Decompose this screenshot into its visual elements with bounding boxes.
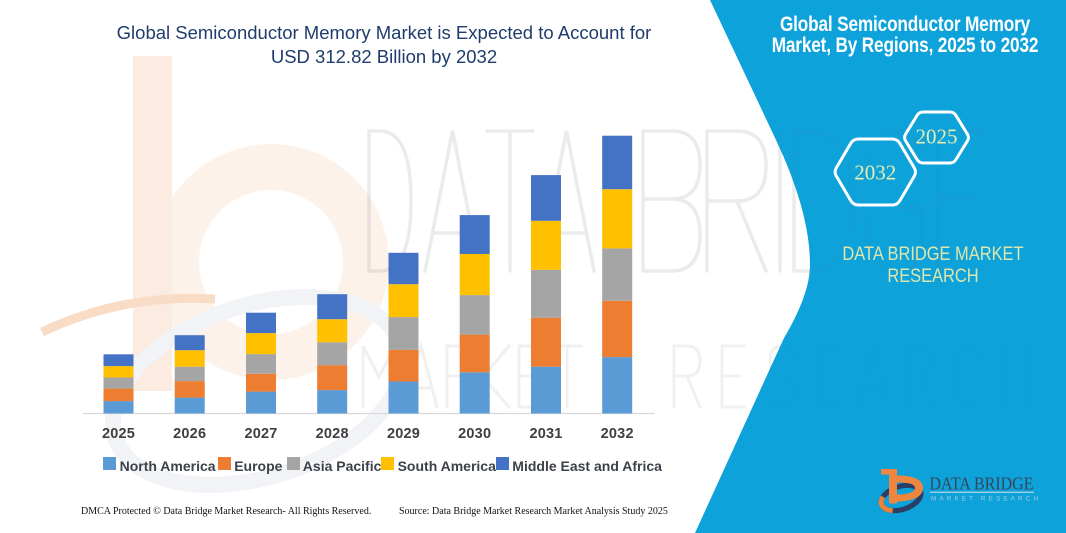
- svg-text:DATA BRIDGE: DATA BRIDGE: [930, 474, 1034, 494]
- svg-text:MARKET RESEARCH: MARKET RESEARCH: [931, 496, 1038, 503]
- svg-text:2032: 2032: [854, 161, 896, 185]
- svg-text:2025: 2025: [916, 125, 958, 149]
